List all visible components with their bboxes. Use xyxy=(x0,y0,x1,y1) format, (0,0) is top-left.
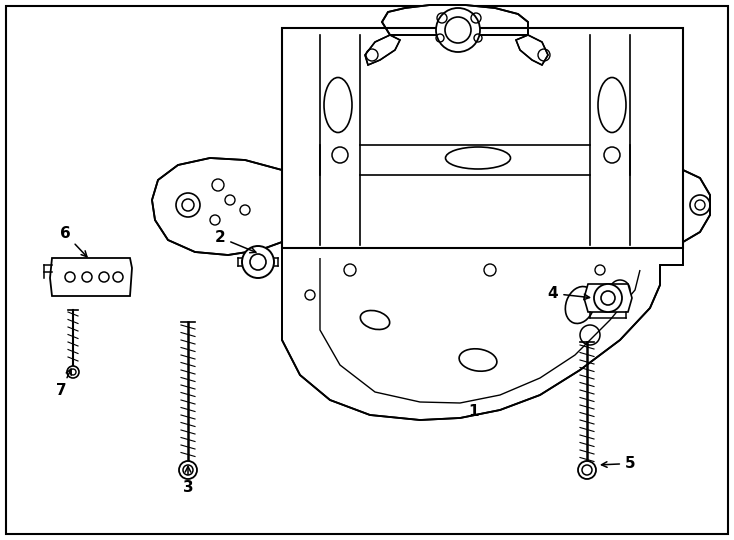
Circle shape xyxy=(436,8,480,52)
Polygon shape xyxy=(516,35,548,65)
Text: 7: 7 xyxy=(56,369,71,398)
Circle shape xyxy=(242,246,274,278)
Circle shape xyxy=(67,366,79,378)
Circle shape xyxy=(594,284,622,312)
Polygon shape xyxy=(683,170,710,242)
FancyBboxPatch shape xyxy=(6,6,728,534)
Text: 6: 6 xyxy=(59,226,87,256)
Polygon shape xyxy=(584,284,632,312)
Text: 2: 2 xyxy=(214,230,256,253)
Text: 5: 5 xyxy=(601,456,636,471)
Circle shape xyxy=(179,461,197,479)
Polygon shape xyxy=(282,248,683,420)
Text: 4: 4 xyxy=(548,286,589,301)
Polygon shape xyxy=(50,258,132,296)
Text: 3: 3 xyxy=(183,467,193,495)
Polygon shape xyxy=(152,158,282,255)
Polygon shape xyxy=(365,35,400,65)
Circle shape xyxy=(578,461,596,479)
Text: 1: 1 xyxy=(468,404,479,420)
Polygon shape xyxy=(382,5,528,35)
